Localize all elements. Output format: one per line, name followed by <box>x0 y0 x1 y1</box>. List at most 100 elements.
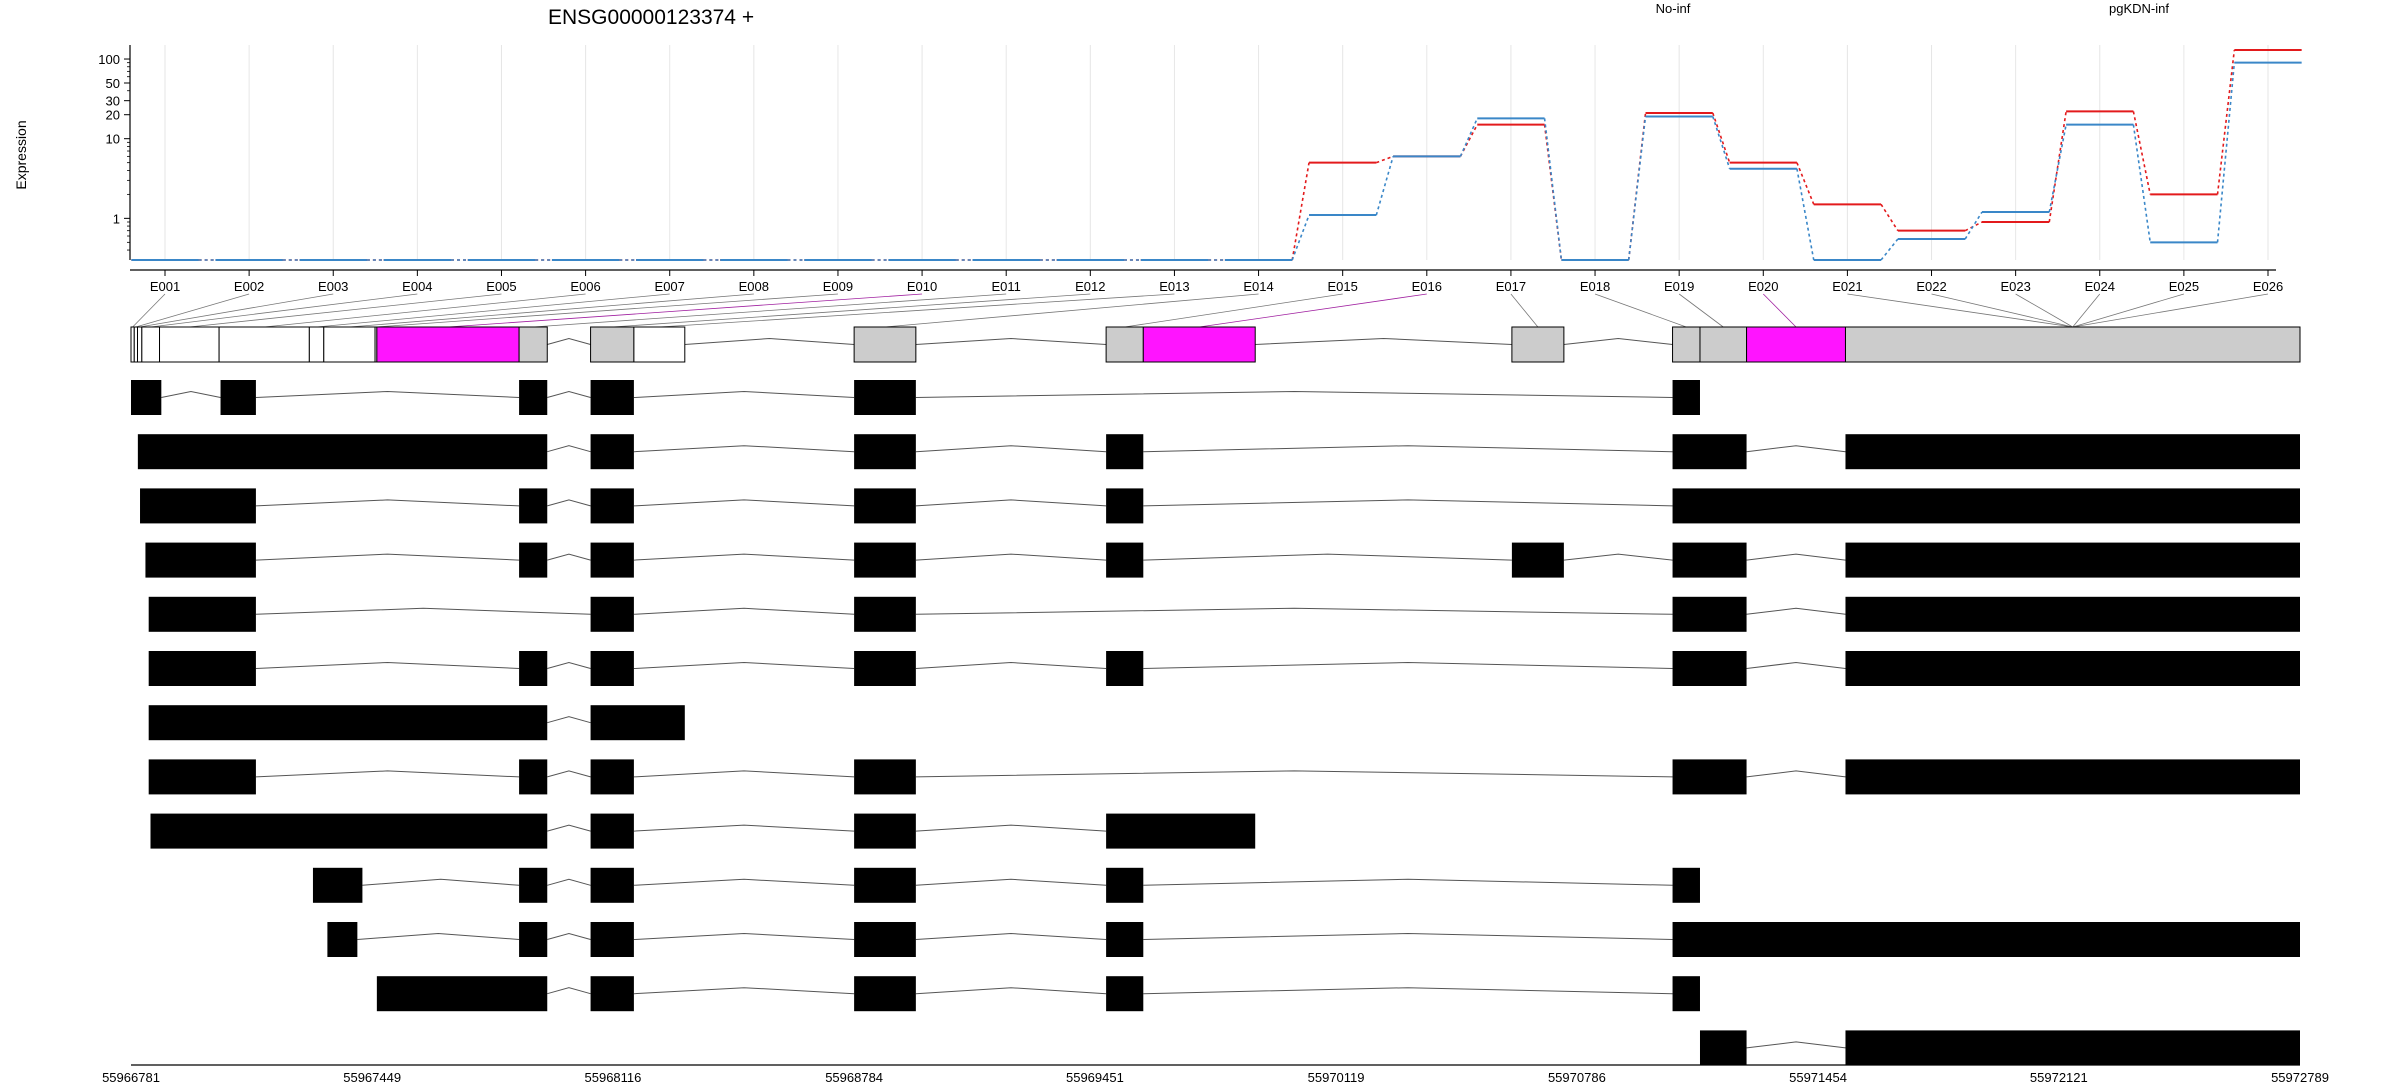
transcript-exon <box>1845 651 2300 686</box>
transcript-exon <box>854 380 916 415</box>
series-connector <box>2048 111 2067 223</box>
transcript-intron <box>1143 932 1673 940</box>
transcript-exon <box>590 705 685 741</box>
transcript-intron <box>1563 553 1673 561</box>
x-tick-label: E007 <box>655 279 685 294</box>
transcript-exon <box>854 867 916 903</box>
transcript-exon <box>1511 542 1564 578</box>
transcript-exon <box>590 488 634 524</box>
transcript-intron <box>915 499 1107 507</box>
transcript-exon <box>1845 596 2300 632</box>
gene-model-part <box>376 326 520 363</box>
transcript-row <box>148 596 2300 632</box>
intron-line <box>684 337 855 345</box>
x-tick-label: E005 <box>486 279 516 294</box>
plot-series <box>131 48 2302 261</box>
genomic-tick-label: 55968784 <box>825 1070 883 1085</box>
transcript-exon <box>1699 1030 1747 1066</box>
transcript-exon <box>854 759 916 795</box>
transcript-exon <box>590 651 634 686</box>
transcript-intron <box>915 445 1107 453</box>
series-connector <box>1459 118 1479 157</box>
transcript-exon <box>590 976 634 1012</box>
series-connector <box>2132 111 2152 195</box>
transcript-row <box>148 651 2300 686</box>
intron-line <box>915 337 1107 345</box>
transcript-exon <box>519 488 548 524</box>
gene-model-part <box>323 326 376 363</box>
transcript-intron <box>547 499 591 507</box>
transcript-exon <box>1106 867 1144 903</box>
transcript-intron <box>161 390 221 398</box>
transcript-exon <box>220 380 256 415</box>
transcript-exon <box>590 759 634 795</box>
series-connector <box>1880 238 1899 261</box>
transcript-intron <box>547 716 591 724</box>
genomic-tick-label: 55971454 <box>1789 1070 1847 1085</box>
transcript-exon <box>1106 813 1256 849</box>
gene-model-part <box>853 326 917 363</box>
transcript-intron <box>633 987 855 995</box>
transcript-intron <box>915 824 1107 832</box>
transcript-row <box>1699 1030 2300 1066</box>
intron-line <box>1255 337 1512 345</box>
exon-connector <box>264 293 586 328</box>
chart-title: ENSG00000123374 + <box>548 6 754 29</box>
gene-model-part <box>159 326 220 363</box>
transcript-intron <box>1746 1041 1846 1049</box>
series-connector <box>1376 155 1394 164</box>
gene-model-part <box>1105 326 1144 363</box>
transcript-exon <box>1672 380 1700 415</box>
genomic-tick-label: 55970119 <box>1308 1070 1365 1085</box>
exon-connector <box>1678 293 1724 328</box>
gene-model-part <box>1844 326 2301 363</box>
transcript-exon <box>1672 434 1747 470</box>
exon-connector <box>2072 293 2269 328</box>
transcript-exon <box>590 922 634 957</box>
gene-model-part <box>218 326 310 363</box>
x-tick-label: E020 <box>1748 279 1778 294</box>
transcript-exon <box>148 596 256 632</box>
transcript-row <box>376 976 1700 1012</box>
x-tick-label: E025 <box>2169 279 2199 294</box>
genomic-tick-label: 55967449 <box>343 1070 401 1085</box>
transcript-intron <box>255 499 520 507</box>
transcript-exon <box>519 651 548 686</box>
exon-connector <box>135 293 250 328</box>
series-pgkdn-inf <box>131 61 2302 261</box>
transcript-intron <box>915 553 1107 561</box>
x-tick-label: E016 <box>1412 279 1442 294</box>
transcript-intron <box>547 553 591 561</box>
transcript-exon <box>854 596 916 632</box>
plot-grid <box>164 45 2269 260</box>
series-connector <box>1796 168 1815 261</box>
transcript-intron <box>255 607 591 615</box>
transcript-row <box>312 867 1700 903</box>
transcript-intron <box>633 607 855 615</box>
gene-model-part <box>518 326 548 363</box>
transcript-intron <box>1143 445 1673 453</box>
transcript-exon <box>131 380 162 415</box>
intron-line <box>1563 337 1673 345</box>
transcript-intron <box>633 770 855 778</box>
series-connector <box>1627 116 1647 261</box>
transcript-exon <box>519 759 548 795</box>
x-tick-label: E021 <box>1832 279 1862 294</box>
transcript-exon <box>1106 651 1144 686</box>
series-connector <box>1880 203 1899 232</box>
exon-connector <box>2072 293 2184 328</box>
exon-connector <box>316 293 670 328</box>
transcript-exon <box>854 488 916 524</box>
transcript-intron <box>633 445 855 453</box>
transcript-intron <box>547 445 591 453</box>
x-tick-label: E018 <box>1580 279 1610 294</box>
x-tick-label: E001 <box>150 279 180 294</box>
transcript-tracks <box>131 380 2300 1066</box>
exon-connector <box>1124 293 1343 328</box>
series-connector <box>1712 112 1731 163</box>
x-tick-label: E017 <box>1496 279 1526 294</box>
legend-entry-pgkdn-inf: pgKDN-inf <box>2109 1 2169 16</box>
transcript-exon <box>1106 976 1144 1012</box>
transcript-intron <box>1143 661 1673 669</box>
